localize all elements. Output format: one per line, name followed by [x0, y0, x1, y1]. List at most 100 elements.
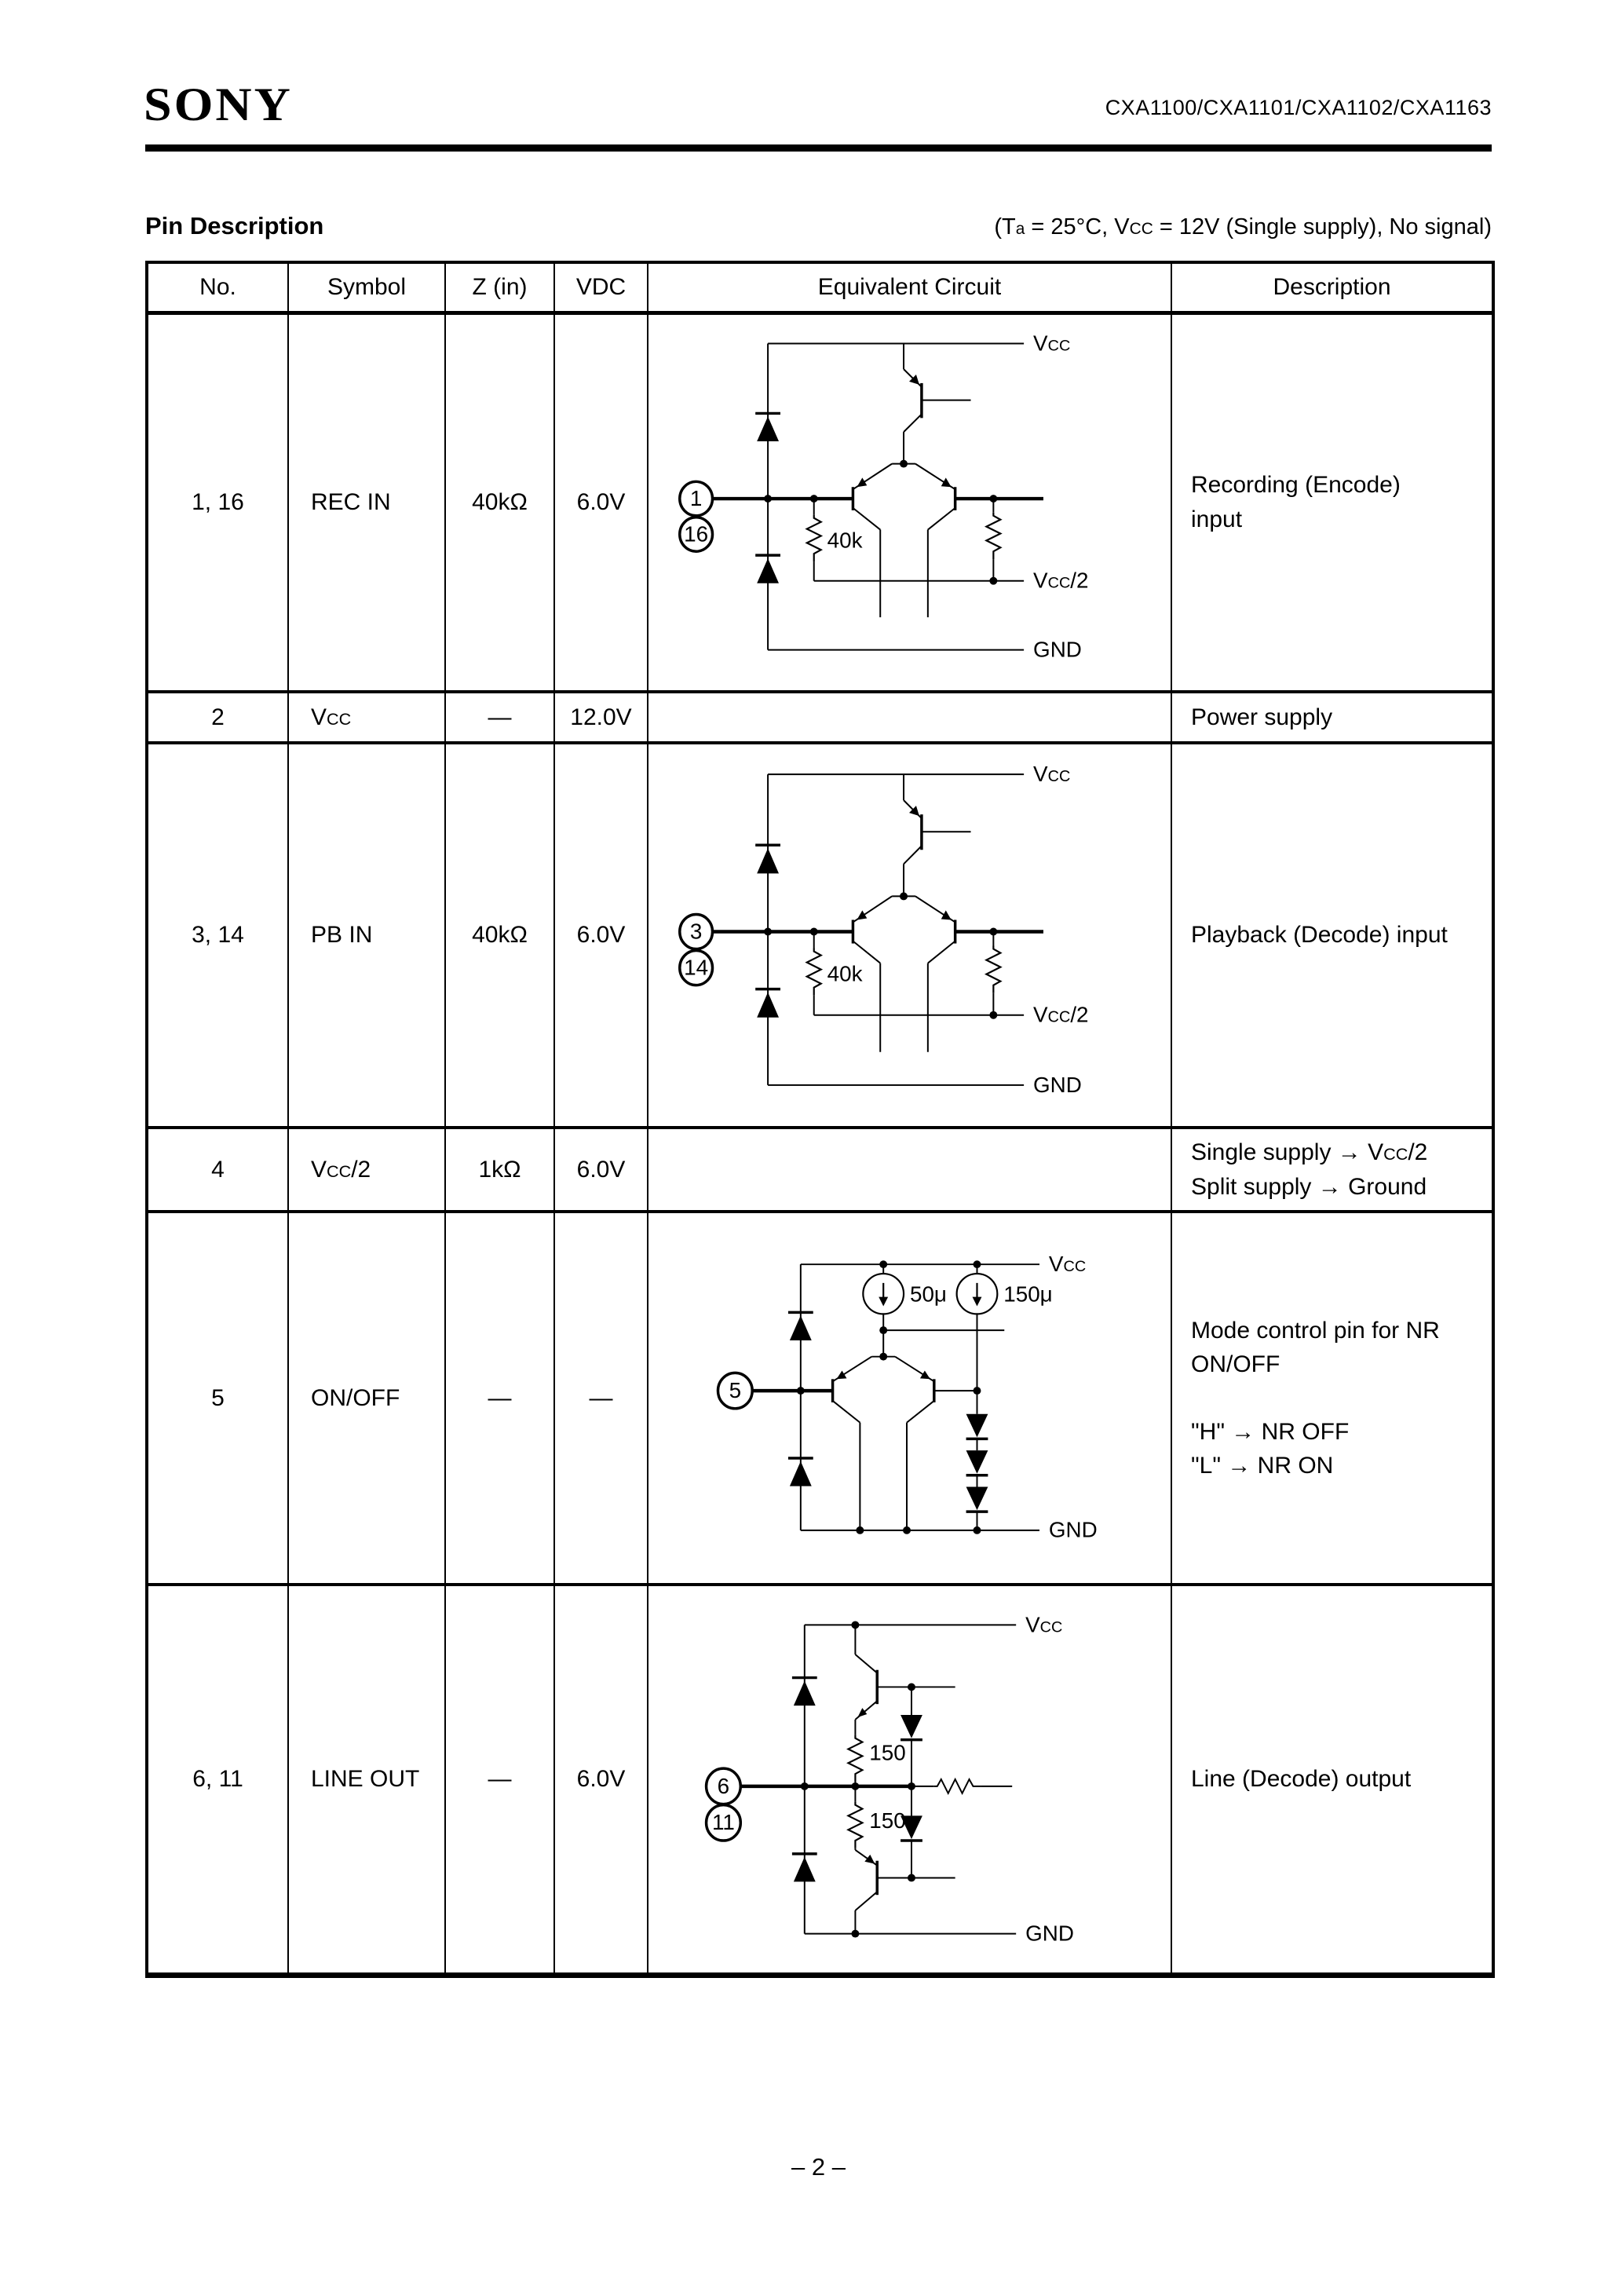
pin-no: 1, 16 — [146, 313, 289, 692]
pin-no: 2 — [146, 692, 289, 743]
svg-text:1: 1 — [690, 486, 702, 510]
pin-impedance: 1kΩ — [444, 1128, 555, 1212]
gnd-label: GND — [1049, 1518, 1098, 1542]
page-title: Pin Description — [145, 212, 324, 239]
equivalent-circuit-empty — [647, 692, 1172, 743]
svg-text:40k: 40k — [827, 528, 863, 553]
top-transistor-icon — [854, 1625, 955, 1735]
pin-no: 3, 14 — [146, 743, 289, 1128]
pin-description-text: Single supply → VCC/2 Split supply → Gro… — [1171, 1128, 1494, 1212]
vcc2-label: VCC/2 — [1033, 1003, 1088, 1027]
pin-circle — [704, 1804, 743, 1843]
pin-vdc: — — [553, 1212, 648, 1585]
page-number: – 2 – — [791, 2153, 846, 2181]
test-conditions: (Ta = 25°C, VCC = 12V (Single supply), N… — [994, 214, 1492, 239]
gnd-label: GND — [1025, 1921, 1074, 1946]
col-header-circuit: Equivalent Circuit — [647, 262, 1172, 313]
vcc-label: VCC — [1033, 331, 1070, 356]
sony-logo: SONY — [144, 77, 293, 131]
resistor-150-icon — [846, 1801, 864, 1849]
equivalent-circuit-rec-in: VCC GND 1 16 40k — [647, 313, 1172, 692]
line-spacer — [1191, 1382, 1485, 1415]
pin-vdc: 12.0V — [553, 692, 648, 743]
vcc-label: VCC — [1049, 1252, 1086, 1276]
pin-impedance: 40kΩ — [444, 313, 555, 692]
resistor-icon — [984, 513, 1003, 560]
pin-vdc: 6.0V — [553, 1128, 648, 1212]
pin-vdc: 6.0V — [553, 1585, 648, 1975]
svg-text:16: 16 — [684, 522, 708, 547]
svg-text:5: 5 — [729, 1378, 741, 1402]
pin-circle — [678, 516, 714, 554]
svg-text:150: 150 — [869, 1741, 905, 1765]
svg-text:150μ: 150μ — [1003, 1282, 1052, 1307]
differential-pair-icon — [831, 1352, 936, 1530]
svg-text:150: 150 — [869, 1809, 905, 1834]
pin-description-text: Recording (Encode) input — [1171, 313, 1494, 692]
table-row-rec-in: 1, 16 REC IN 40kΩ 6.0V VCC GND 1 16 — [146, 313, 1494, 692]
header-rule — [145, 144, 1492, 152]
pin-circle — [678, 949, 714, 987]
table-row-vcc: 2 VCC — 12.0V Power supply — [146, 692, 1494, 743]
gnd-label: GND — [1033, 638, 1082, 662]
pin-no: 4 — [146, 1128, 289, 1212]
col-header-symbol: Symbol — [287, 262, 446, 313]
pin-circle — [716, 1371, 754, 1410]
pin-symbol: REC IN — [287, 313, 446, 692]
equivalent-circuit-on-off: VCC 50μ 150 — [647, 1212, 1172, 1585]
pin-impedance: — — [444, 1585, 555, 1975]
diode-icon — [901, 1786, 922, 1878]
svg-text:40k: 40k — [827, 962, 864, 986]
col-header-description: Description — [1171, 262, 1494, 313]
equivalent-circuit-pb-in: VCC GND 3 14 40k — [647, 743, 1172, 1128]
table-row-line-out: 6, 11 LINE OUT — 6.0V VCC — [146, 1585, 1494, 1975]
svg-text:6: 6 — [718, 1774, 729, 1798]
diode-icon — [901, 1687, 922, 1787]
pin-symbol: VCC/2 — [287, 1128, 446, 1212]
pin-symbol: VCC — [287, 692, 446, 743]
resistor-40k-icon — [805, 948, 824, 996]
pin-impedance: — — [444, 1212, 555, 1585]
svg-text:3: 3 — [690, 919, 702, 943]
svg-text:14: 14 — [684, 956, 708, 980]
resistor-40k-icon — [805, 515, 824, 562]
pin-vdc: 6.0V — [553, 743, 648, 1128]
clamp-diode-icon — [791, 1676, 817, 1882]
pin-impedance: — — [444, 692, 555, 743]
pin-description-text: Playback (Decode) input — [1171, 743, 1494, 1128]
vcc-label: VCC — [1025, 1613, 1062, 1637]
pin-description-text: Mode control pin for NR ON/OFF "H" → NR … — [1171, 1212, 1494, 1585]
gnd-label: GND — [1033, 1073, 1082, 1097]
current-source-50u-icon — [862, 1264, 905, 1331]
circuit-diagram-output-stage: VCC 150 — [704, 1613, 1074, 1946]
equivalent-circuit-line-out: VCC 150 — [647, 1585, 1172, 1975]
clamp-diode-icon — [787, 1311, 813, 1486]
differential-pair-icon — [851, 459, 957, 618]
pin-circle — [678, 912, 714, 951]
pin-symbol: ON/OFF — [287, 1212, 446, 1585]
differential-pair-icon — [851, 892, 957, 1052]
col-header-no: No. — [146, 262, 289, 313]
circuit-diagram-input-stage: VCC GND 3 14 40k — [678, 762, 1089, 1097]
pin-no: 6, 11 — [146, 1585, 289, 1975]
bottom-transistor-icon — [854, 1848, 955, 1934]
col-header-vdc: VDC — [553, 262, 648, 313]
circuit-diagram-mode-control: VCC 50μ 150 — [716, 1252, 1098, 1542]
series-resistor-icon — [933, 1778, 981, 1796]
part-numbers: CXA1100/CXA1101/CXA1102/CXA1163 — [1105, 96, 1492, 119]
pin-description-table: No. Symbol Z (in) VDC Equivalent Circuit… — [145, 261, 1495, 1978]
resistor-150-icon — [846, 1735, 864, 1782]
vcc-label: VCC — [1033, 762, 1070, 786]
pin-symbol: PB IN — [287, 743, 446, 1128]
table-row-pb-in: 3, 14 PB IN 40kΩ 6.0V VCC GND 3 14 — [146, 743, 1494, 1128]
section-header: Pin Description (Ta = 25°C, VCC = 12V (S… — [145, 212, 1492, 240]
table-row-on-off: 5 ON/OFF — — VCC 50μ — [146, 1212, 1494, 1585]
pin-vdc: 6.0V — [553, 313, 648, 692]
clamp-diode-icon — [755, 411, 780, 583]
current-source-150u-icon — [955, 1264, 999, 1391]
resistor-icon — [984, 945, 1003, 993]
transistor-icon — [903, 343, 971, 464]
svg-text:11: 11 — [712, 1811, 735, 1835]
circuit-diagram-input-stage: VCC GND 1 16 40k — [678, 331, 1089, 662]
pin-description-text: Line (Decode) output — [1171, 1585, 1494, 1975]
